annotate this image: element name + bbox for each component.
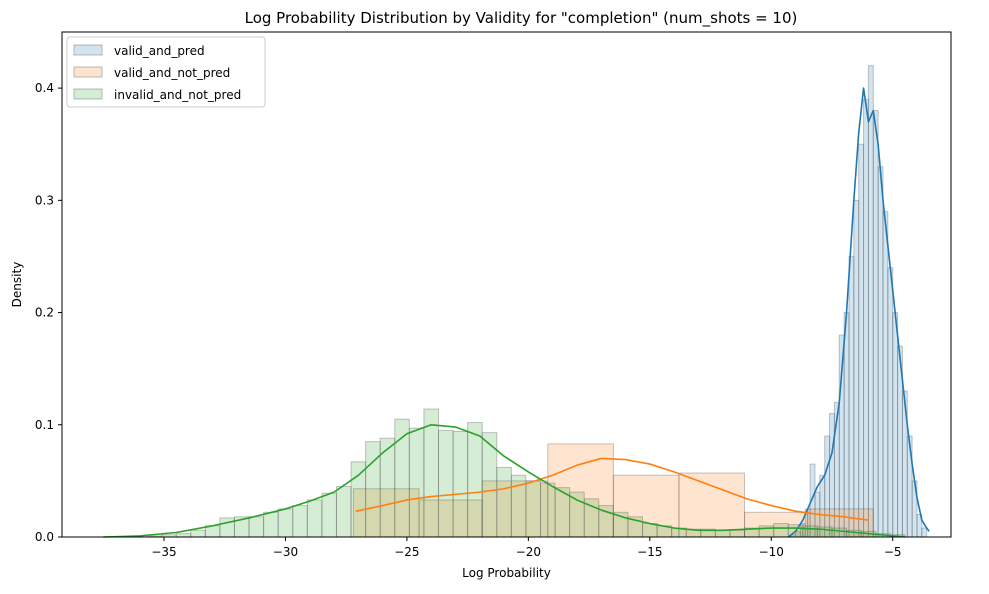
hist-bar	[892, 312, 899, 538]
series-valid_and_not_pred-kde-line	[355, 457, 869, 521]
hist-bar	[843, 312, 850, 538]
hist-bar	[335, 486, 352, 538]
hist-bar	[352, 488, 420, 538]
hist-bar	[802, 525, 818, 538]
y-tick-label: 0.4	[35, 81, 54, 95]
hist-bar	[365, 441, 381, 538]
hist-bar	[867, 65, 874, 538]
x-tick-label: −35	[151, 545, 176, 559]
hist-bar	[882, 211, 889, 538]
hist-bar	[292, 505, 308, 538]
x-tick-label: −15	[637, 545, 662, 559]
hist-bar	[863, 98, 869, 538]
y-axis-label: Density	[10, 262, 24, 308]
x-axis-label: Log Probability	[462, 566, 551, 580]
hist-bar	[729, 529, 746, 538]
hist-bar	[744, 511, 809, 538]
legend-swatch-valid_and_not_pred	[73, 66, 103, 78]
y-tick-label: 0.0	[35, 530, 54, 544]
legend-frame	[66, 36, 266, 108]
x-tick-label: −25	[394, 545, 419, 559]
hist-bar	[263, 511, 279, 538]
hist-bar	[887, 267, 894, 538]
hist-bar	[321, 492, 337, 538]
hist-bar	[496, 466, 512, 538]
hist-bar	[248, 516, 265, 538]
legend-label-valid_and_pred: valid_and_pred	[114, 44, 205, 58]
hist-bar	[848, 255, 855, 538]
series-invalid_and_not_pred-kde-line	[103, 423, 905, 538]
hist-bar	[408, 427, 425, 538]
legend-swatch-valid_and_pred	[73, 44, 103, 56]
legend: valid_and_pred valid_and_not_pred invalid_…	[66, 36, 266, 108]
hist-bar	[306, 499, 323, 538]
x-tick-label: −30	[273, 545, 298, 559]
chart-title: Log Probability Distribution by Validity…	[245, 9, 798, 28]
y-tick-label: 0.3	[35, 193, 54, 207]
hist-bar	[423, 408, 439, 538]
legend-label-invalid_and_not_pred: invalid_and_not_pred	[114, 88, 241, 102]
hist-bar	[831, 527, 848, 538]
hist-bar	[525, 480, 542, 538]
hist-bar	[858, 143, 865, 538]
hist-bar	[452, 431, 469, 538]
hist-bar	[906, 435, 913, 538]
hist-bar	[350, 461, 367, 538]
legend-label-valid_and_not_pred: valid_and_not_pred	[114, 66, 230, 80]
hist-bar	[540, 482, 556, 538]
hist-bar	[642, 523, 658, 538]
hist-bar	[714, 529, 731, 538]
hist-bar	[190, 529, 206, 538]
hist-bar	[853, 199, 860, 538]
x-tick-label: −20	[516, 545, 541, 559]
hist-bar	[418, 499, 483, 538]
y-tick-label: 0.2	[35, 306, 54, 320]
series-valid_and_pred-kde-line	[787, 87, 930, 538]
hist-bar	[773, 523, 789, 538]
hist-bar	[467, 422, 483, 538]
plot-frame	[61, 31, 952, 538]
x-tick-label: −10	[759, 545, 784, 559]
hist-bar	[277, 508, 294, 538]
hist-bar	[877, 166, 884, 538]
plot-area: −35 −30 −25 −20 −15 −10 −5 0.0 0.1 0.2 0.3 0.4	[35, 31, 952, 559]
y-tick-label: 0.1	[35, 418, 54, 432]
hist-bar	[678, 472, 746, 538]
hist-bar	[921, 527, 928, 538]
hist-bar	[175, 533, 192, 538]
hist-bar	[437, 429, 454, 538]
x-tick-label: −5	[884, 545, 902, 559]
hist-bar	[569, 491, 585, 538]
legend-swatch-invalid_and_not_pred	[73, 88, 103, 100]
hist-bar	[872, 110, 879, 538]
